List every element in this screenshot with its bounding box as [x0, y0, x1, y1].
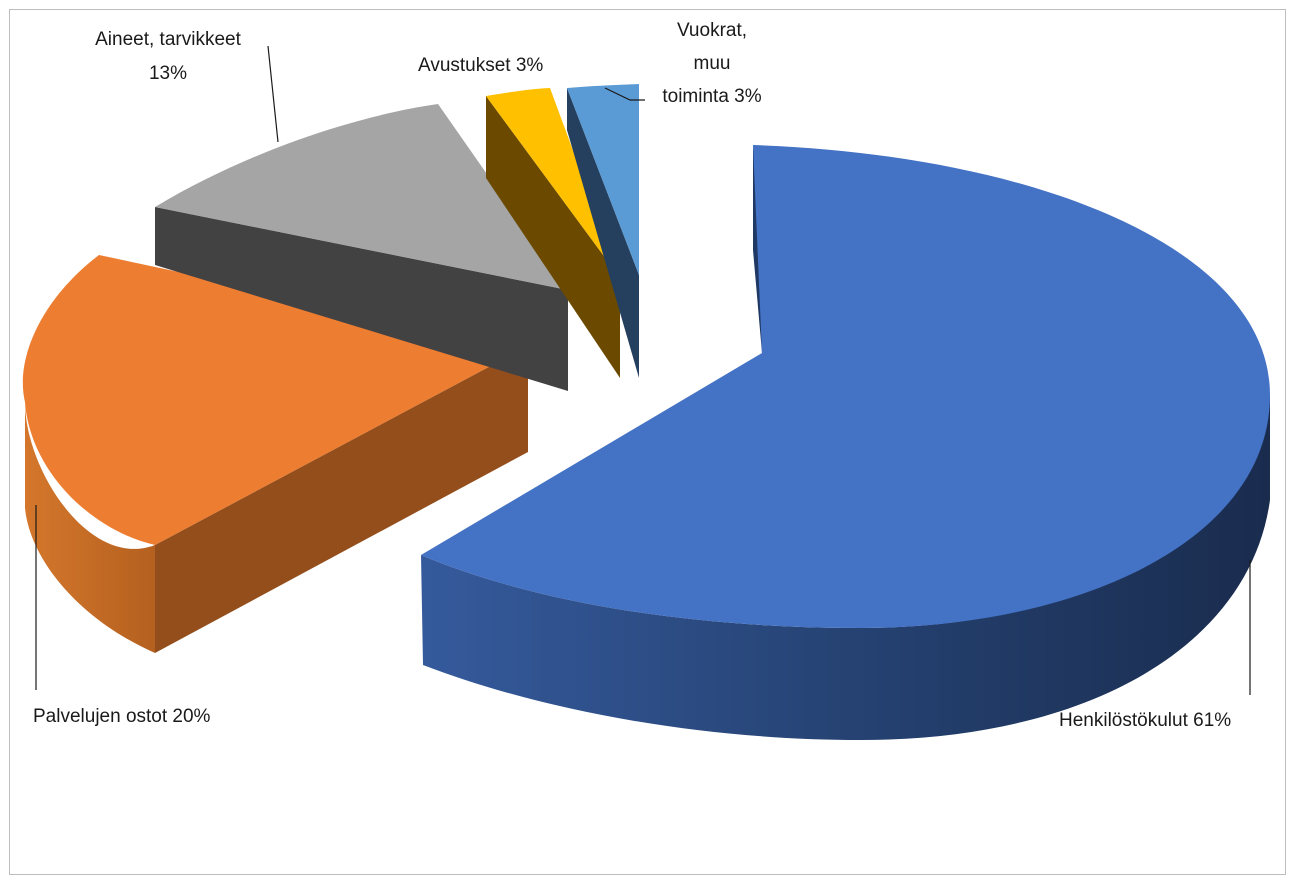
slice-vuokrat: [567, 84, 639, 378]
slice-aineet-tarvikkeet: [155, 104, 568, 391]
label-vuokrat-line1: Vuokrat,: [677, 20, 747, 41]
slice-aineet-tarvikkeet-side: [155, 207, 568, 391]
label-palvelujen-ostot: Palvelujen ostot 20%: [33, 706, 211, 727]
slice-avustukset-top: [486, 88, 620, 278]
label-aineet-line2: 13%: [149, 63, 187, 84]
slice-avustukset-side: [486, 96, 620, 378]
slice-palvelujen-ostot-side: [25, 402, 155, 653]
label-aineet-line1: Aineet, tarvikkeet: [95, 29, 241, 50]
label-vuokrat-line3: toiminta 3%: [662, 86, 761, 107]
slice-palvelujen-ostot-wall: [155, 346, 528, 653]
label-vuokrat-line2: muu: [694, 53, 731, 74]
label-henkilostokulut: Henkilöstökulut 61%: [1059, 710, 1231, 731]
label-avustukset: Avustukset 3%: [418, 55, 543, 76]
slice-vuokrat-top: [567, 84, 639, 275]
slice-avustukset: [486, 88, 620, 378]
slice-vuokrat-side: [567, 88, 639, 378]
slice-henkilostokulut: [421, 145, 1270, 740]
slice-aineet-tarvikkeet-top: [155, 104, 568, 290]
slice-henkilostokulut-side: [421, 395, 1270, 740]
leader-aineet: [267, 45, 279, 143]
leader-vuokrat: [604, 87, 645, 101]
slice-henkilostokulut-top: [421, 145, 1270, 628]
